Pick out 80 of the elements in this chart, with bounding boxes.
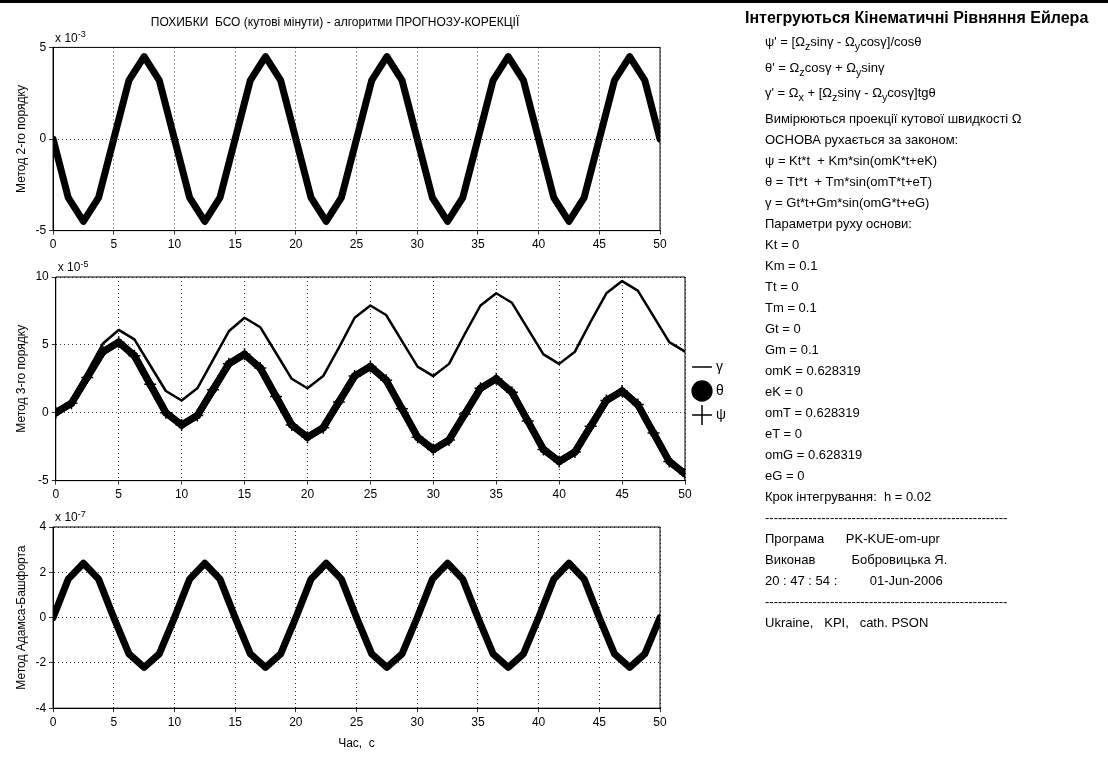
text: Gt = 0 <box>765 319 802 338</box>
text: Програма PK-KUE-om-upr <box>765 529 941 548</box>
x-tick-label: 30 <box>410 237 425 252</box>
x-tick-label: 25 <box>349 714 364 729</box>
legend-label: γ <box>716 357 724 374</box>
legend-label: θ <box>716 381 725 398</box>
y-tick-label: 5 <box>39 39 47 54</box>
x-tick-label: 40 <box>531 714 546 729</box>
x-tick-label: 20 <box>300 487 315 502</box>
x-tick-label: 35 <box>489 487 504 502</box>
x-tick-label: 15 <box>228 237 243 252</box>
text: ОСНОВА рухається за законом: <box>765 130 960 149</box>
y-tick-label: -4 <box>35 700 47 715</box>
y-tick-label: 0 <box>39 131 47 146</box>
y-tick-label: -5 <box>38 472 50 487</box>
legend-label: ψ <box>716 405 727 422</box>
text: Крок інтегрування: h = 0.02 <box>765 487 933 506</box>
x-tick-label: 10 <box>167 714 182 729</box>
text: γ' = Ω$_{x}$ + [Ω$_{z}$sinγ - Ω$_{y}$cosγ]tgθ <box>765 84 937 105</box>
x-tick-label: 40 <box>552 487 567 502</box>
x-tick-label: 5 <box>115 487 123 502</box>
x-axis-title: Час, с <box>338 736 375 751</box>
y-tick-label: -5 <box>35 222 47 237</box>
y-tick-label: 0 <box>42 405 50 420</box>
text: eT = 0 <box>765 424 803 443</box>
text: ψ' = [Ω$_{z}$sinγ - Ω$_{y}$cosγ]/cosθ <box>765 33 923 54</box>
x-tick-label: 50 <box>653 237 667 252</box>
text: Km = 0.1 <box>765 256 819 275</box>
x-tick-label: 35 <box>471 714 485 729</box>
text: Kt = 0 <box>765 235 801 254</box>
y-tick-label: 10 <box>35 269 50 284</box>
text: Tt = 0 <box>765 277 800 296</box>
x-tick-label: 0 <box>52 487 60 502</box>
text: ψ = Kt*t + Km*sin(omK*t+eK) <box>765 151 939 170</box>
text: θ' = Ω$_{z}$cosγ + Ω$_{y}$sinγ <box>765 58 886 80</box>
text: Ukraine, KPI, cath. PSON <box>765 613 930 632</box>
x-tick-label: 5 <box>110 237 118 252</box>
x-tick-label: 25 <box>349 237 364 252</box>
text: -------------------------------------------------------- <box>765 592 1009 611</box>
text: 20 : 47 : 54 : 01-Jun-2006 <box>765 571 944 590</box>
y-tick-label: 2 <box>39 564 47 579</box>
text: omK = 0.628319 <box>765 361 862 380</box>
x-tick-label: 50 <box>653 714 667 729</box>
y-tick-label: 0 <box>39 609 47 624</box>
text: Вимірюються проекції кутової швидкості Ω <box>765 109 1023 128</box>
text: γ = Gt*t+Gm*sin(omG*t+eG) <box>765 193 931 212</box>
text: Gm = 0.1 <box>765 340 820 359</box>
x-tick-label: 40 <box>531 237 546 252</box>
text: Інтегруються Кінематичні Рівняння Ейлера <box>745 9 1090 27</box>
text: Параметри руху основи: <box>765 214 913 233</box>
x-tick-label: 45 <box>592 237 607 252</box>
x-tick-label: 35 <box>471 237 485 252</box>
text: omT = 0.628319 <box>765 403 861 422</box>
x-tick-label: 5 <box>110 714 118 729</box>
text: -------------------------------------------------------- <box>765 508 1009 527</box>
x-tick-label: 50 <box>678 487 693 502</box>
y-axis-title: Метод 3-го порядку <box>13 324 28 433</box>
y-axis-title: Метод 2-го порядку <box>13 85 28 193</box>
x-tick-label: 45 <box>615 487 630 502</box>
y-tick-label: -2 <box>35 655 47 670</box>
chart-title: ПОХИБКИ БСО (кутові мінути) - алгоритми ПРОГНОЗУ-КОРЕКЦІЇ <box>150 14 520 29</box>
text: Tm = 0.1 <box>765 298 818 317</box>
x-tick-label: 20 <box>289 237 303 252</box>
x-tick-label: 45 <box>592 714 607 729</box>
text: eG = 0 <box>765 466 806 485</box>
x-tick-label: 10 <box>167 237 182 252</box>
x-tick-label: 30 <box>410 714 425 729</box>
text: eK = 0 <box>765 382 804 401</box>
y-tick-label: 5 <box>42 337 50 352</box>
x-tick-label: 10 <box>174 487 189 502</box>
x-tick-label: 15 <box>228 714 243 729</box>
x-tick-label: 25 <box>363 487 378 502</box>
text: Виконав Бобровицька Я. <box>765 550 949 569</box>
x-tick-label: 15 <box>237 487 252 502</box>
y-axis-title: Метод Адамса-Башфорта <box>13 545 28 690</box>
x-tick-label: 30 <box>426 487 441 502</box>
text: θ = Tt*t + Tm*sin(omT*t+eT) <box>765 172 933 191</box>
text: omG = 0.628319 <box>765 445 864 464</box>
y-tick-label: 4 <box>39 519 47 534</box>
x-tick-label: 20 <box>289 714 303 729</box>
